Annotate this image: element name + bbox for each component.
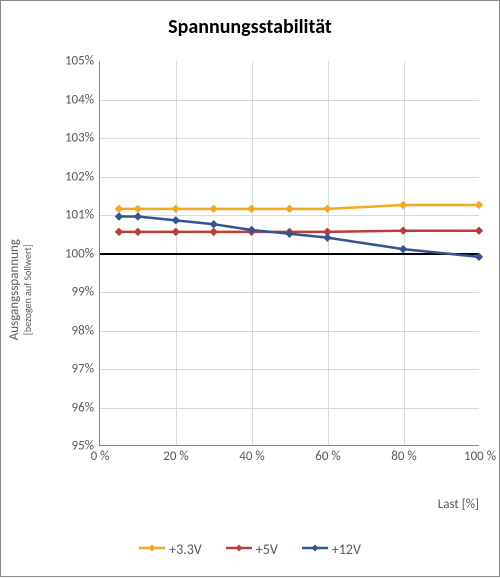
series-marker bbox=[134, 205, 141, 212]
series-marker bbox=[172, 217, 179, 224]
y-tick-label: 100% bbox=[65, 246, 100, 261]
x-tick-label: 60 % bbox=[315, 445, 340, 464]
chart-frame: Spannungsstabilität Ausgangsspannung [be… bbox=[0, 0, 500, 577]
series-marker bbox=[400, 202, 407, 209]
legend-swatch bbox=[139, 541, 165, 558]
x-tick-label: 20 % bbox=[163, 445, 188, 464]
chart-title: Spannungsstabilität bbox=[1, 15, 499, 39]
legend-item: +5V bbox=[226, 541, 278, 558]
plot-wrap: 95%96%97%98%99%100%101%102%103%104%105%0… bbox=[47, 61, 479, 476]
series-marker bbox=[210, 228, 217, 235]
legend-label: +5V bbox=[256, 541, 278, 558]
series-marker bbox=[210, 221, 217, 228]
legend: +3.3V +5V +12V bbox=[1, 541, 499, 558]
series-marker bbox=[400, 246, 407, 253]
series-marker bbox=[400, 227, 407, 234]
x-tick-label: 0 % bbox=[91, 445, 110, 464]
series-marker bbox=[172, 228, 179, 235]
legend-label: +3.3V bbox=[169, 541, 202, 558]
series-marker bbox=[324, 205, 331, 212]
series-marker bbox=[115, 213, 122, 220]
series-marker bbox=[115, 228, 122, 235]
series-svg bbox=[100, 61, 479, 445]
plot-area: 95%96%97%98%99%100%101%102%103%104%105%0… bbox=[99, 61, 479, 446]
legend-label: +12V bbox=[332, 541, 361, 558]
x-tick-label: 100 % bbox=[464, 445, 496, 464]
series-marker bbox=[286, 205, 293, 212]
legend-item: +3.3V bbox=[139, 541, 202, 558]
series-marker bbox=[115, 205, 122, 212]
y-tick-label: 98% bbox=[72, 323, 100, 338]
y-axis-label-sub: [bezogen auf Sollwert] bbox=[23, 239, 34, 340]
y-tick-label: 96% bbox=[72, 400, 100, 415]
series-marker bbox=[476, 227, 483, 234]
series-marker bbox=[210, 205, 217, 212]
series-marker bbox=[476, 253, 483, 260]
y-axis-label: Ausgangsspannung [bezogen auf Sollwert] bbox=[8, 239, 33, 340]
y-tick-label: 97% bbox=[72, 362, 100, 377]
series-marker bbox=[324, 234, 331, 241]
y-tick-label: 99% bbox=[72, 285, 100, 300]
y-tick-label: 104% bbox=[65, 92, 100, 107]
series-marker bbox=[134, 213, 141, 220]
y-tick-label: 105% bbox=[65, 54, 100, 69]
series-marker bbox=[476, 202, 483, 209]
series-marker bbox=[248, 205, 255, 212]
x-tick-label: 40 % bbox=[239, 445, 264, 464]
y-tick-label: 102% bbox=[65, 169, 100, 184]
legend-item: +12V bbox=[302, 541, 361, 558]
x-tick-label: 80 % bbox=[391, 445, 416, 464]
y-axis-label-main: Ausgangsspannung bbox=[7, 239, 22, 340]
legend-swatch bbox=[302, 541, 328, 558]
series-line bbox=[119, 217, 479, 257]
y-tick-label: 103% bbox=[65, 131, 100, 146]
series-marker bbox=[172, 205, 179, 212]
series-marker bbox=[134, 228, 141, 235]
y-tick-label: 101% bbox=[65, 208, 100, 223]
legend-swatch bbox=[226, 541, 252, 558]
y-axis-label-group: Ausgangsspannung [bezogen auf Sollwert] bbox=[11, 1, 31, 578]
x-axis-label: Last [%] bbox=[438, 497, 479, 512]
